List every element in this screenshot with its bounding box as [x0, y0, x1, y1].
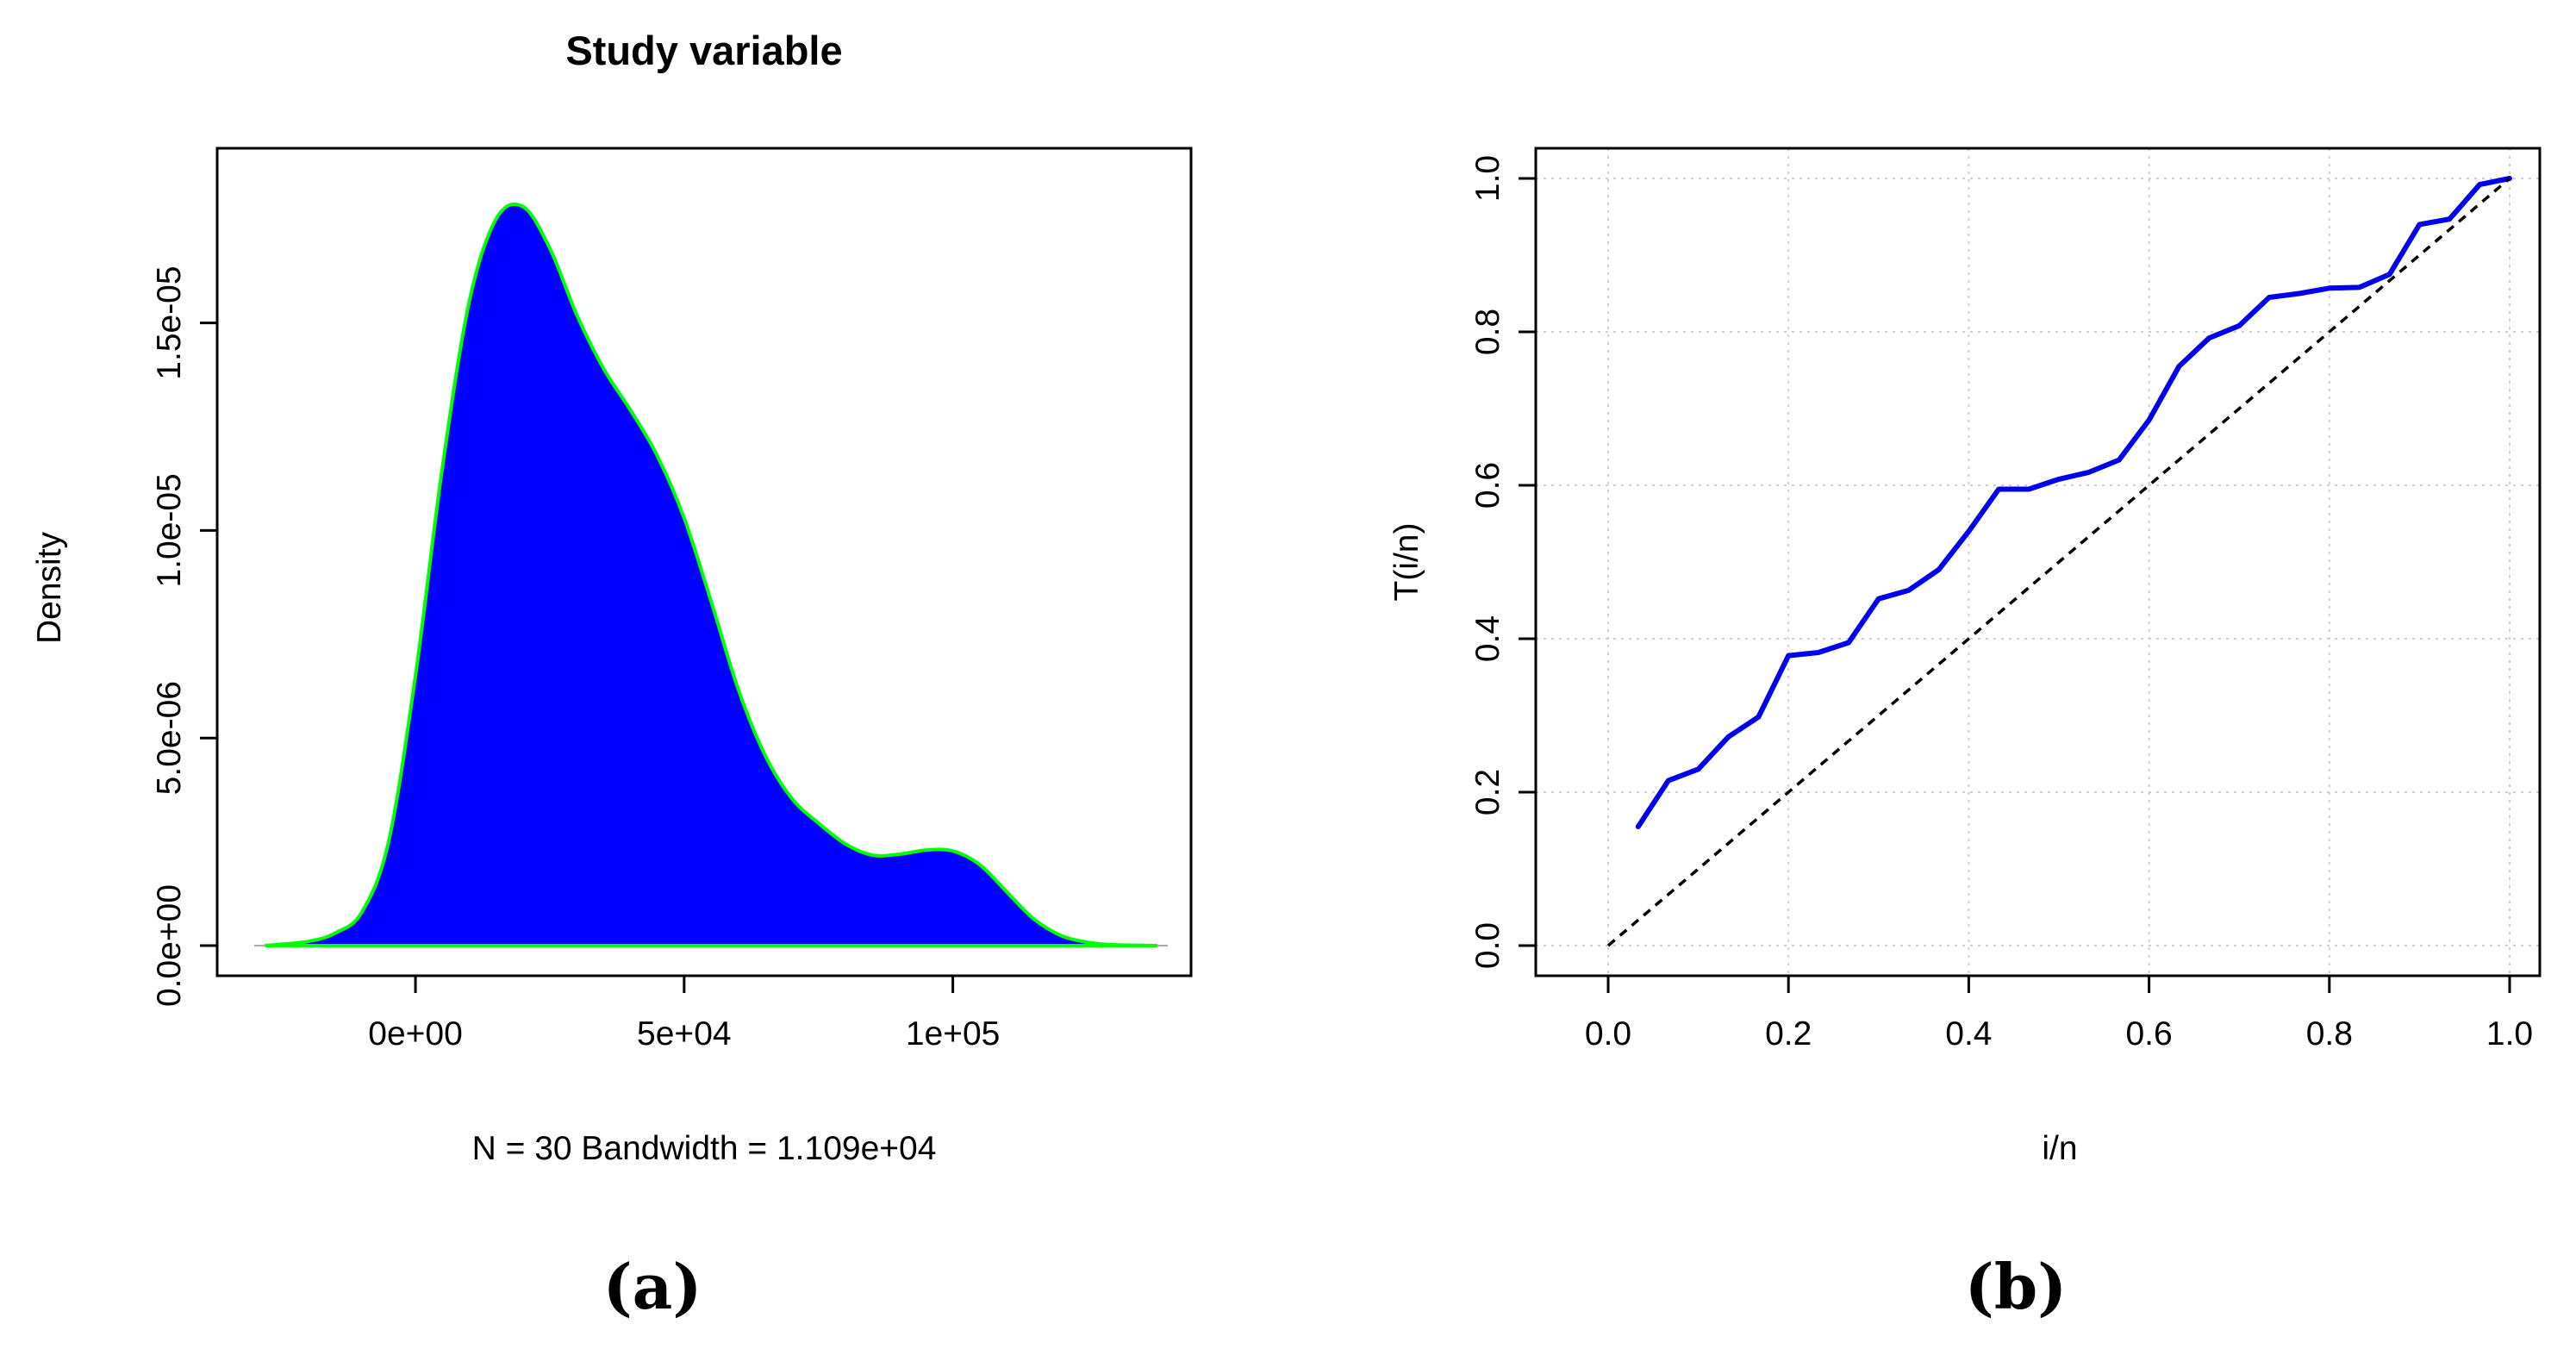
panel-a-y-tick-label: 5.0e-06 — [151, 681, 188, 795]
panel-a-density-fill — [265, 203, 1157, 946]
panel-b-diagonal-reference-line — [1606, 177, 2511, 947]
panel-b-y-tick-label: 0.2 — [1469, 769, 1506, 815]
panel-b-y-tick-label: 1.0 — [1469, 155, 1506, 202]
panel-b-x-tick-label: 0.2 — [1765, 1015, 1812, 1052]
panel-b-ttt-plot: 0.0 0.2 0.4 0.6 0.8 1.0 0.0 0.2 0.4 0.6 0.8 1.0 i/n… — [1388, 147, 2542, 1323]
panel-a-x-tick-label: 0e+00 — [368, 1015, 463, 1052]
panel-b-ttt-curve — [1635, 176, 2512, 829]
panel-a-x-tick-label: 5e+04 — [637, 1015, 732, 1052]
panel-a-x-axis-label: N = 30 Bandwidth = 1.109e+04 — [472, 1130, 937, 1167]
panel-a-y-tick-label: 1.5e-05 — [151, 265, 188, 379]
panel-b-y-tick-label: 0.6 — [1469, 462, 1506, 509]
panel-b-y-tick-label: 0.4 — [1469, 615, 1506, 662]
panel-b-label: (b) — [1965, 1250, 2067, 1323]
panel-a-title: Study variable — [565, 28, 842, 73]
panel-b-y-tick-label: 0.0 — [1469, 922, 1506, 969]
panel-b-y-axis-label: T(i/n) — [1388, 523, 1425, 602]
panel-b-x-tick-label: 0.4 — [1945, 1015, 1992, 1052]
panel-b-x-tick-label: 0.0 — [1585, 1015, 1631, 1052]
panel-a-x-tick-label: 1e+05 — [906, 1015, 1001, 1052]
panel-a-density-plot: Study variable 0e+00 5e+04 1e+05 0.0e+00 5.0… — [31, 28, 1193, 1323]
panel-b-x-tick-label: 0.8 — [2306, 1015, 2353, 1052]
panel-b-x-tick-label: 1.0 — [2486, 1015, 2533, 1052]
panel-a-label: (a) — [603, 1250, 702, 1323]
panel-b-x-tick-label: 0.6 — [2125, 1015, 2172, 1052]
panel-b-x-axis-label: i/n — [2042, 1130, 2077, 1167]
panel-a-density-curve — [265, 202, 1157, 947]
panel-a-y-axis-label: Density — [31, 531, 68, 644]
panel-a-y-tick-label: 0.0e+00 — [151, 884, 188, 1007]
panel-b-y-tick-label: 0.8 — [1469, 309, 1506, 355]
panel-a-y-tick-label: 1.0e-05 — [151, 473, 188, 587]
